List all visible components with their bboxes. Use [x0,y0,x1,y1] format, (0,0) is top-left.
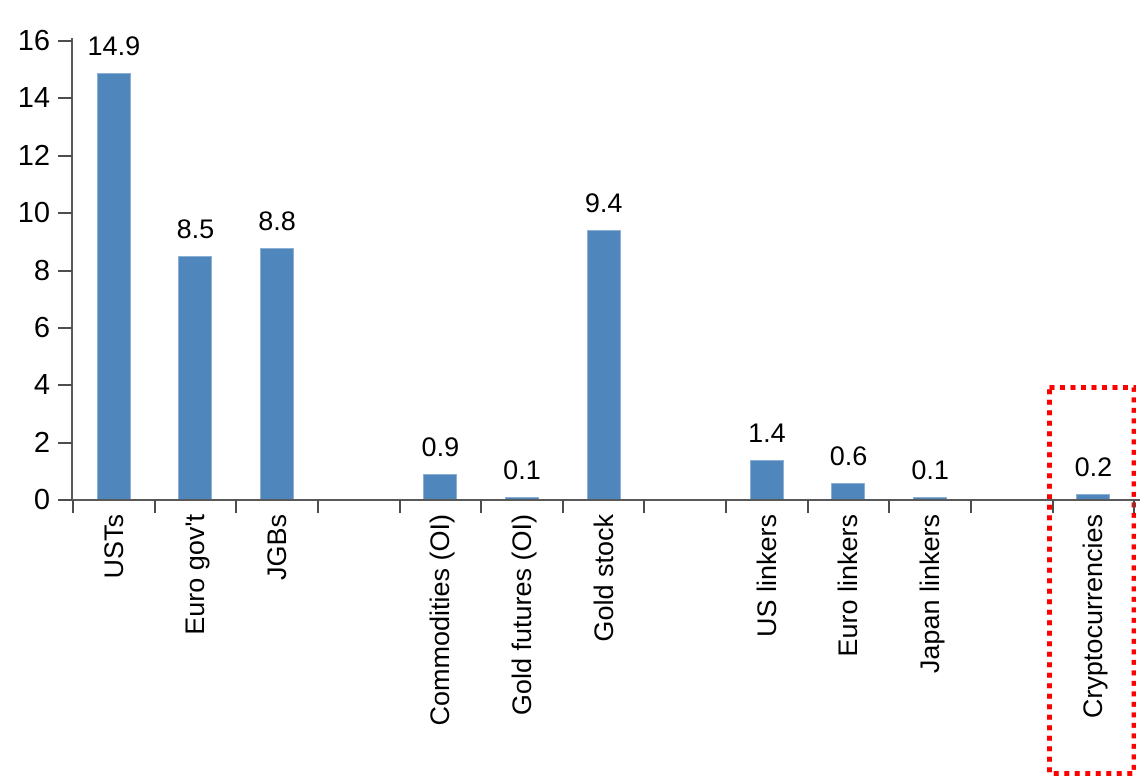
bar-value-label: 9.4 [584,188,623,219]
category-label: US linkers [751,514,782,638]
y-tick-label: 14 [17,82,50,115]
bar-value-label: 1.4 [748,417,786,448]
y-tick-label: 0 [33,484,50,516]
bar [586,230,621,500]
x-axis-tick [72,500,74,513]
y-tick-label: 4 [33,369,50,402]
y-tick-label: 10 [17,197,50,230]
y-axis-tick [58,326,72,329]
bar [831,482,866,500]
category-label: USTs [98,514,129,579]
bar [749,459,784,500]
bar-value-label: 0.1 [911,455,949,486]
category-label: JGBs [262,514,293,581]
x-axis-tick [561,500,564,513]
bar-value-label: 0.9 [421,432,460,463]
category-label: Gold stock [588,514,619,642]
bar-value-label: 14.9 [87,30,141,61]
category-label: Cryptocurrencies [1078,514,1109,719]
y-axis-tick [58,384,72,387]
category-label: Commodities (OI) [425,514,456,726]
category-label: Gold futures (OI) [506,514,537,716]
bar [96,72,131,500]
x-axis-tick [316,500,319,513]
category-label: Japan linkers [915,514,946,674]
x-axis-tick [480,500,483,513]
x-axis-tick [1133,500,1136,513]
y-tick-label: 8 [33,254,50,287]
x-axis-line [71,499,1140,501]
y-axis-line [71,38,73,501]
y-axis-tick [58,212,72,215]
x-axis-tick [398,500,401,513]
y-axis-tick [58,40,72,42]
category-label: Euro linkers [833,514,864,657]
y-tick-label: 12 [17,139,50,172]
bar [504,497,539,500]
x-axis-tick [153,500,156,513]
x-axis-tick [643,500,646,513]
y-axis-tick [58,269,72,272]
y-tick-label: 16 [17,25,50,57]
y-axis-tick [58,97,72,100]
bar-value-label: 0.2 [1074,452,1113,483]
y-tick-label: 6 [33,311,50,344]
y-axis-tick [58,499,72,501]
x-axis-tick [1051,500,1054,513]
bar [178,256,213,500]
x-axis-tick [969,500,972,513]
bar-value-label: 8.5 [176,214,215,245]
x-axis-tick [235,500,238,513]
bar-value-label: 0.1 [503,455,541,486]
y-axis-tick [58,441,72,444]
x-axis-tick [806,500,809,513]
y-axis-tick [58,154,72,157]
bar [260,247,295,500]
bar [913,497,948,500]
bar-value-label: 0.6 [829,440,868,471]
bar [423,474,458,500]
x-axis-tick [725,500,728,513]
x-axis-tick [888,500,891,513]
bar-value-label: 8.8 [258,205,296,236]
category-label: Euro gov't [180,514,211,635]
y-tick-label: 2 [33,426,50,459]
